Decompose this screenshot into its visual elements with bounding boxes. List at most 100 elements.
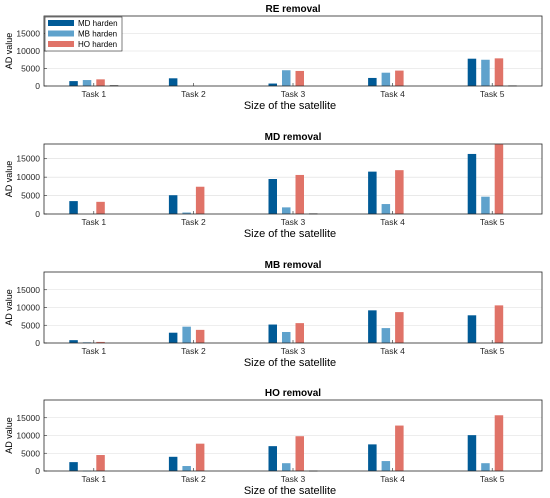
- x-tick-label: Task 3: [281, 346, 306, 356]
- bar: [69, 201, 78, 214]
- bar: [182, 212, 191, 214]
- x-axis-label: Size of the satellite: [244, 228, 336, 240]
- bar: [195, 443, 205, 471]
- bar: [395, 312, 404, 343]
- bar: [268, 324, 277, 343]
- bar: [96, 455, 105, 471]
- bar: [381, 461, 391, 471]
- bar: [96, 341, 105, 343]
- x-tick-label: Task 4: [380, 217, 405, 227]
- chart-panel-3: 0 5000 10000 15000 Task 1 Task 2 Task 3 Task 4 T…: [4, 260, 543, 369]
- y-tick-label: 15000: [16, 29, 40, 39]
- y-tick-label: 10000: [16, 431, 40, 441]
- x-tick-label: Task 3: [281, 89, 306, 99]
- y-tick-label: 10000: [16, 46, 40, 56]
- plot-frame: [43, 15, 543, 87]
- y-tick-label: 5000: [21, 320, 40, 330]
- x-tick-label: Task 1: [82, 89, 107, 99]
- x-tick-label: Task 4: [380, 346, 405, 356]
- x-tick-label: Task 2: [181, 89, 206, 99]
- bar: [381, 204, 391, 214]
- y-tick-label: 5000: [21, 64, 40, 74]
- bar: [182, 326, 191, 343]
- chart-title: HO removal: [265, 388, 321, 399]
- bar: [282, 70, 291, 86]
- chart-panel-2: 0 5000 10000 15000 Task 1 Task 2 Task 3 Task 4 T…: [4, 132, 543, 240]
- legend-swatch: [48, 41, 74, 47]
- legend-swatch: [48, 30, 74, 37]
- bar: [494, 144, 504, 214]
- chart-title: MB removal: [265, 260, 322, 271]
- bar: [395, 70, 404, 86]
- legend-swatch: [48, 20, 74, 26]
- bar: [69, 81, 78, 86]
- x-tick-label: Task 5: [480, 89, 505, 99]
- x-tick-label: Task 4: [380, 89, 405, 99]
- y-tick-label: 10000: [16, 172, 40, 182]
- y-tick-label: 15000: [16, 154, 40, 164]
- bar: [395, 425, 404, 471]
- bar: [195, 186, 205, 214]
- bar: [381, 72, 391, 86]
- bar: [481, 463, 490, 471]
- y-axis-label: AD value: [4, 289, 14, 326]
- bar: [295, 174, 304, 214]
- bar: [69, 462, 78, 471]
- bar: [168, 332, 178, 343]
- x-tick-label: Task 3: [281, 217, 306, 227]
- bar: [282, 331, 291, 343]
- y-tick-label: 15000: [16, 413, 40, 423]
- x-tick-label: Task 1: [82, 474, 107, 484]
- x-tick-label: Task 1: [82, 346, 107, 356]
- y-tick-label: 5000: [21, 448, 40, 458]
- legend-label: MD harden: [78, 19, 118, 28]
- x-tick-label: Task 5: [480, 346, 505, 356]
- y-axis-label: AD value: [4, 161, 14, 198]
- bar: [268, 83, 277, 86]
- x-tick-label: Task 5: [480, 474, 505, 484]
- bar: [195, 329, 205, 343]
- legend-label: MB harden: [78, 30, 117, 39]
- plot-frame: [43, 399, 543, 472]
- x-tick-label: Task 3: [281, 474, 306, 484]
- x-tick-label: Task 2: [181, 346, 206, 356]
- bar: [82, 80, 92, 86]
- bar: [467, 315, 477, 343]
- plot-frame: [43, 271, 543, 344]
- bar: [481, 196, 490, 214]
- x-axis-label: Size of the satellite: [244, 485, 336, 497]
- bar: [494, 305, 504, 343]
- x-tick-label: Task 1: [82, 217, 107, 227]
- bar: [295, 70, 304, 86]
- bar: [69, 340, 78, 343]
- x-axis-label: Size of the satellite: [244, 100, 336, 112]
- chart-title: RE removal: [265, 4, 320, 15]
- bar: [168, 78, 178, 86]
- bar: [168, 456, 178, 471]
- bar: [168, 195, 178, 214]
- bar: [494, 415, 504, 471]
- bar: [282, 463, 291, 471]
- bar: [368, 77, 377, 86]
- bar: [395, 170, 404, 214]
- y-axis-label: AD value: [4, 33, 14, 70]
- x-tick-label: Task 4: [380, 474, 405, 484]
- bar: [96, 79, 105, 86]
- y-tick-label: 0: [35, 209, 40, 219]
- bar: [96, 201, 105, 214]
- y-tick-label: 0: [35, 338, 40, 348]
- y-tick-label: 0: [35, 81, 40, 91]
- x-tick-label: Task 5: [480, 217, 505, 227]
- x-tick-label: Task 2: [181, 217, 206, 227]
- bar: [467, 435, 477, 471]
- bar: [295, 323, 304, 343]
- bar: [268, 179, 277, 214]
- y-tick-label: 15000: [16, 285, 40, 295]
- bar: [368, 444, 377, 471]
- y-axis-label: AD value: [4, 417, 14, 454]
- plot-frame: [43, 143, 543, 215]
- bar: [368, 171, 377, 214]
- bar: [494, 58, 504, 86]
